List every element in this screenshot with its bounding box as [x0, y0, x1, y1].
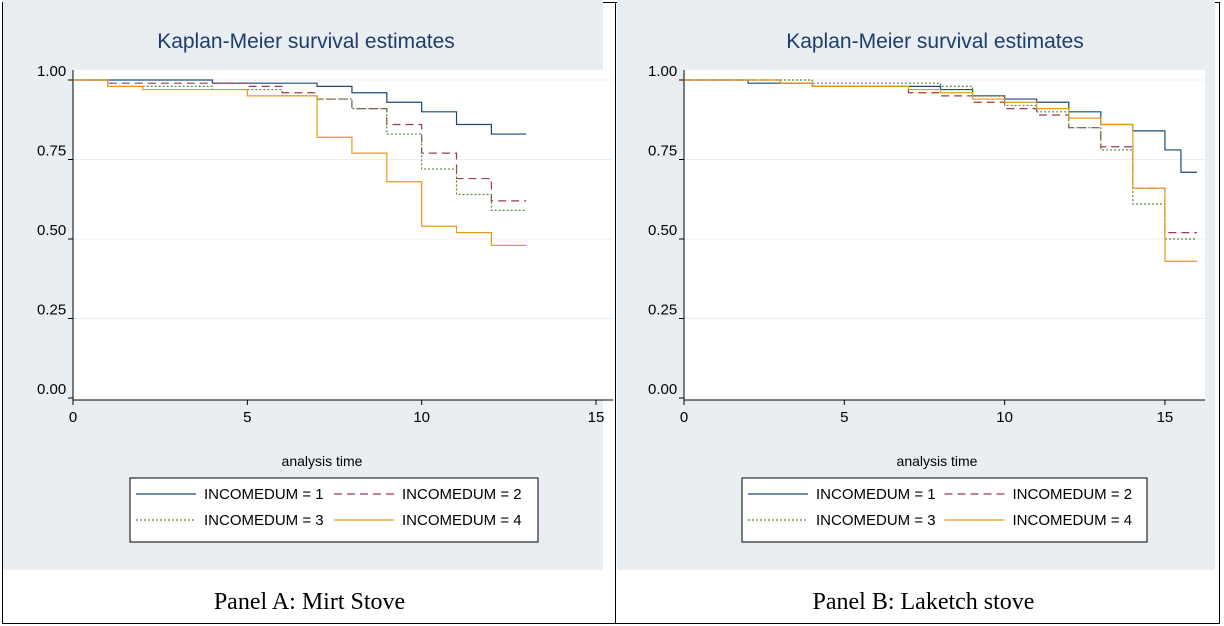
series-line-1	[73, 79, 527, 135]
series-line-4	[73, 79, 527, 246]
y-tick-label: 0.75	[37, 143, 66, 160]
legend-label: INCOMEDUM = 1	[204, 486, 324, 503]
series-line-2	[73, 79, 527, 202]
x-tick-label: 0	[69, 409, 77, 426]
panel-a: 0.00 0.25 0.50 0.75 1.00 0 5 10 15 Kaplan-Meier s…	[3, 0, 616, 626]
panel-b: 0.00 0.25 0.50 0.75 1.00 0 5 10 15 Kaplan-Meier s…	[617, 0, 1224, 626]
km-chart-a: 0.00 0.25 0.50 0.75 1.00 0 5 10 15 Kaplan-Meier s…	[3, 0, 613, 570]
legend-box	[129, 477, 539, 543]
y-tick-label: 0.50	[37, 222, 66, 239]
x-tick-label: 10	[413, 409, 430, 426]
x-tick-label: 0	[680, 409, 688, 426]
panel-b-caption: Panel B: Laketch stove	[812, 589, 1035, 615]
x-tick-label: 5	[243, 409, 251, 426]
x-tick-label: 15	[588, 409, 605, 426]
panel-divider	[615, 2, 616, 624]
legend-label: INCOMEDUM = 1	[816, 486, 936, 503]
x-tick-label: 10	[996, 409, 1013, 426]
legend-label: INCOMEDUM = 3	[816, 512, 936, 529]
series-line-3	[73, 79, 527, 211]
y-tick-label: 0.00	[37, 381, 66, 398]
series-line-4	[684, 79, 1197, 262]
y-tick-label: 0.25	[37, 302, 66, 319]
y-tick-label: 0.50	[648, 222, 677, 239]
y-tick-label: 1.00	[37, 63, 66, 80]
legend-label: INCOMEDUM = 3	[204, 512, 324, 529]
legend-label: INCOMEDUM = 2	[402, 486, 522, 503]
legend-box	[741, 477, 1148, 543]
legend-label: INCOMEDUM = 4	[1013, 512, 1133, 529]
y-tick-label: 1.00	[648, 63, 677, 80]
legend-label: INCOMEDUM = 4	[402, 512, 522, 529]
y-tick-label: 0.75	[648, 143, 677, 160]
panel-a-caption: Panel A: Mirt Stove	[213, 589, 406, 615]
chart-title: Kaplan-Meier survival estimates	[157, 30, 455, 53]
km-chart-b: 0.00 0.25 0.50 0.75 1.00 0 5 10 15 Kaplan-Meier s…	[617, 0, 1215, 570]
x-tick-label: 5	[840, 409, 848, 426]
y-tick-label: 0.00	[648, 381, 677, 398]
x-axis-label: analysis time	[897, 453, 978, 469]
chart-title: Kaplan-Meier survival estimates	[786, 30, 1084, 53]
y-tick-label: 0.25	[648, 302, 677, 319]
plot-area	[684, 70, 1205, 400]
x-axis-label: analysis time	[282, 453, 363, 469]
plot-area	[73, 70, 613, 400]
x-tick-label: 15	[1157, 409, 1174, 426]
legend-label: INCOMEDUM = 2	[1013, 486, 1133, 503]
